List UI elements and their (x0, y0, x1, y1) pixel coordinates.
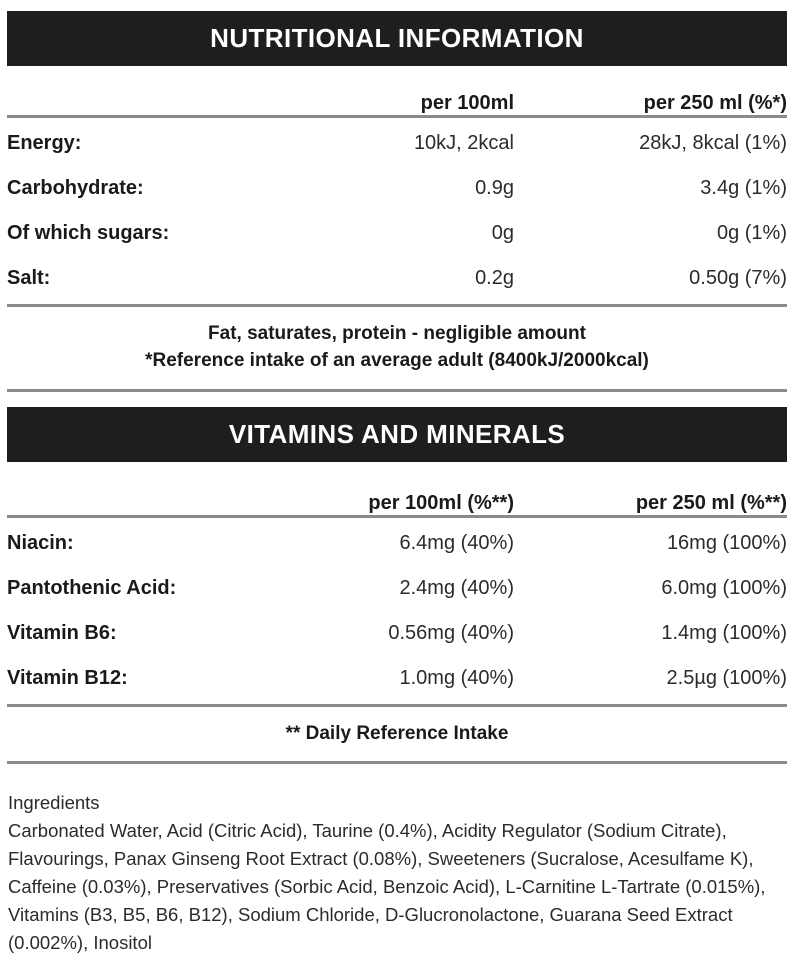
spacer-cell (514, 462, 787, 492)
vitamin-row-label: Niacin: (7, 531, 74, 554)
vitamin-row-per-250ml: 6.0mg (100%) (661, 576, 787, 599)
nutrition-footnotes: Fat, saturates, protein - negligible amo… (7, 307, 787, 389)
vitamin-row-per-250ml: 1.4mg (100%) (661, 621, 787, 644)
vitamin-row-per-100ml: 1.0mg (40%) (399, 666, 515, 689)
vitamin-row-per-250ml: 2.5µg (100%) (666, 666, 787, 689)
negligible-amount-note: Fat, saturates, protein - negligible amo… (208, 323, 586, 344)
spacer-cell (7, 66, 307, 92)
nutrition-row-per-100ml: 0.9g (475, 177, 514, 199)
vitamins-table: per 100ml (%**) per 250 ml (%**) (7, 462, 787, 515)
vitamin-row-per-100ml: 2.4mg (40%) (399, 576, 515, 599)
spacer-cell (307, 66, 514, 92)
nutrition-row-per-100ml: 0g (491, 222, 514, 244)
ingredients-list: Carbonated Water, Acid (Citric Acid), Ta… (8, 820, 766, 954)
nutrition-header-per-100ml: per 100ml (420, 92, 514, 114)
ingredients-title: Ingredients (8, 791, 100, 813)
table-row: Salt: 0.2g 0.50g (7%) (7, 256, 787, 304)
vitamins-footer-divider (7, 703, 787, 707)
nutrition-row-label: Of which sugars: (7, 222, 170, 244)
nutrition-row-per-100ml: 0.2g (475, 267, 514, 289)
nutritional-information-title: NUTRITIONAL INFORMATION (210, 23, 584, 53)
vitamin-row-label: Vitamin B6: (7, 621, 117, 644)
table-row: Carbohydrate: 0.9g 3.4g (1%) (7, 166, 787, 211)
ingredients-section: Ingredients Carbonated Water, Acid (Citr… (7, 764, 787, 958)
table-row: Niacin: 6.4mg (40%) 16mg (100%) (7, 518, 787, 566)
nutrition-row-per-250ml: 0.50g (7%) (689, 267, 787, 289)
spacer-cell (514, 66, 787, 92)
vitamins-table-body-wrap: Niacin: 6.4mg (40%) 16mg (100%) Pantothe… (7, 518, 787, 704)
nutrition-footer-divider (7, 304, 787, 307)
reference-intake-note: *Reference intake of an average adult (8… (145, 349, 649, 371)
vitamins-and-minerals-title: VITAMINS AND MINERALS (228, 418, 566, 449)
nutrition-row-label: Carbohydrate: (7, 177, 144, 199)
vitamin-row-label: Pantothenic Acid: (7, 576, 177, 599)
table-row: Pantothenic Acid: 2.4mg (40%) 6.0mg (100… (7, 566, 787, 611)
vitamin-row-per-100ml: 0.56mg (40%) (388, 621, 514, 644)
vitamins-header-label (7, 492, 307, 515)
nutrition-header-per-250ml: per 250 ml (%*) (643, 92, 787, 114)
vitamins-table-head: per 100ml (%**) per 250 ml (%**) (7, 462, 787, 515)
vitamin-row-per-100ml: 6.4mg (40%) (399, 531, 515, 554)
pre-ingredients-divider (7, 760, 787, 764)
nutrition-header-divider (7, 115, 787, 118)
nutrition-row-per-250ml: 0g (1%) (716, 222, 787, 244)
spacer-cell (7, 462, 307, 492)
vitamins-head-spacer-row (7, 462, 787, 492)
nutrition-label: NUTRITIONAL INFORMATION per 100ml per 25… (0, 11, 794, 958)
daily-reference-intake-note: ** Daily Reference Intake (285, 722, 509, 744)
nutrition-table-body-wrap: Energy: 10kJ, 2kcal 28kJ, 8kcal (1%) Car… (7, 118, 787, 304)
nutrition-header-label (7, 92, 307, 115)
nutrition-head-spacer-row (7, 66, 787, 92)
nutrition-row-label: Salt: (7, 267, 51, 289)
nutrition-table-head: per 100ml per 250 ml (%*) (7, 66, 787, 115)
vitamins-and-minerals-banner: VITAMINS AND MINERALS (7, 406, 787, 462)
vitamin-row-label: Vitamin B12: (7, 666, 128, 689)
vitamins-column-header-row: per 100ml (%**) per 250 ml (%**) (7, 492, 787, 515)
daily-reference-intake-note-wrap: ** Daily Reference Intake (7, 707, 787, 761)
table-row: Vitamin B6: 0.56mg (40%) 1.4mg (100%) (7, 611, 787, 656)
vitamins-rows: Niacin: 6.4mg (40%) 16mg (100%) Pantothe… (7, 518, 787, 704)
spacer-cell (307, 462, 514, 492)
pre-vitamins-divider (7, 388, 787, 392)
nutrition-column-header-row: per 100ml per 250 ml (%*) (7, 92, 787, 115)
table-row: Vitamin B12: 1.0mg (40%) 2.5µg (100%) (7, 656, 787, 704)
table-row: Energy: 10kJ, 2kcal 28kJ, 8kcal (1%) (7, 118, 787, 166)
nutrition-row-per-250ml: 3.4g (1%) (700, 177, 787, 199)
vitamins-header-per-250ml: per 250 ml (%**) (635, 491, 787, 514)
nutrition-row-per-100ml: 10kJ, 2kcal (413, 132, 514, 154)
nutrition-table: per 100ml per 250 ml (%*) (7, 66, 787, 115)
nutritional-information-banner: NUTRITIONAL INFORMATION (7, 11, 787, 66)
table-row: Of which sugars: 0g 0g (1%) (7, 211, 787, 256)
vitamin-row-per-250ml: 16mg (100%) (666, 531, 787, 554)
vitamins-header-per-100ml: per 100ml (%**) (368, 491, 514, 514)
nutrition-row-per-250ml: 28kJ, 8kcal (1%) (639, 132, 787, 154)
nutrition-rows: Energy: 10kJ, 2kcal 28kJ, 8kcal (1%) Car… (7, 118, 787, 304)
nutrition-row-label: Energy: (7, 132, 82, 154)
vitamins-header-divider (7, 514, 787, 518)
